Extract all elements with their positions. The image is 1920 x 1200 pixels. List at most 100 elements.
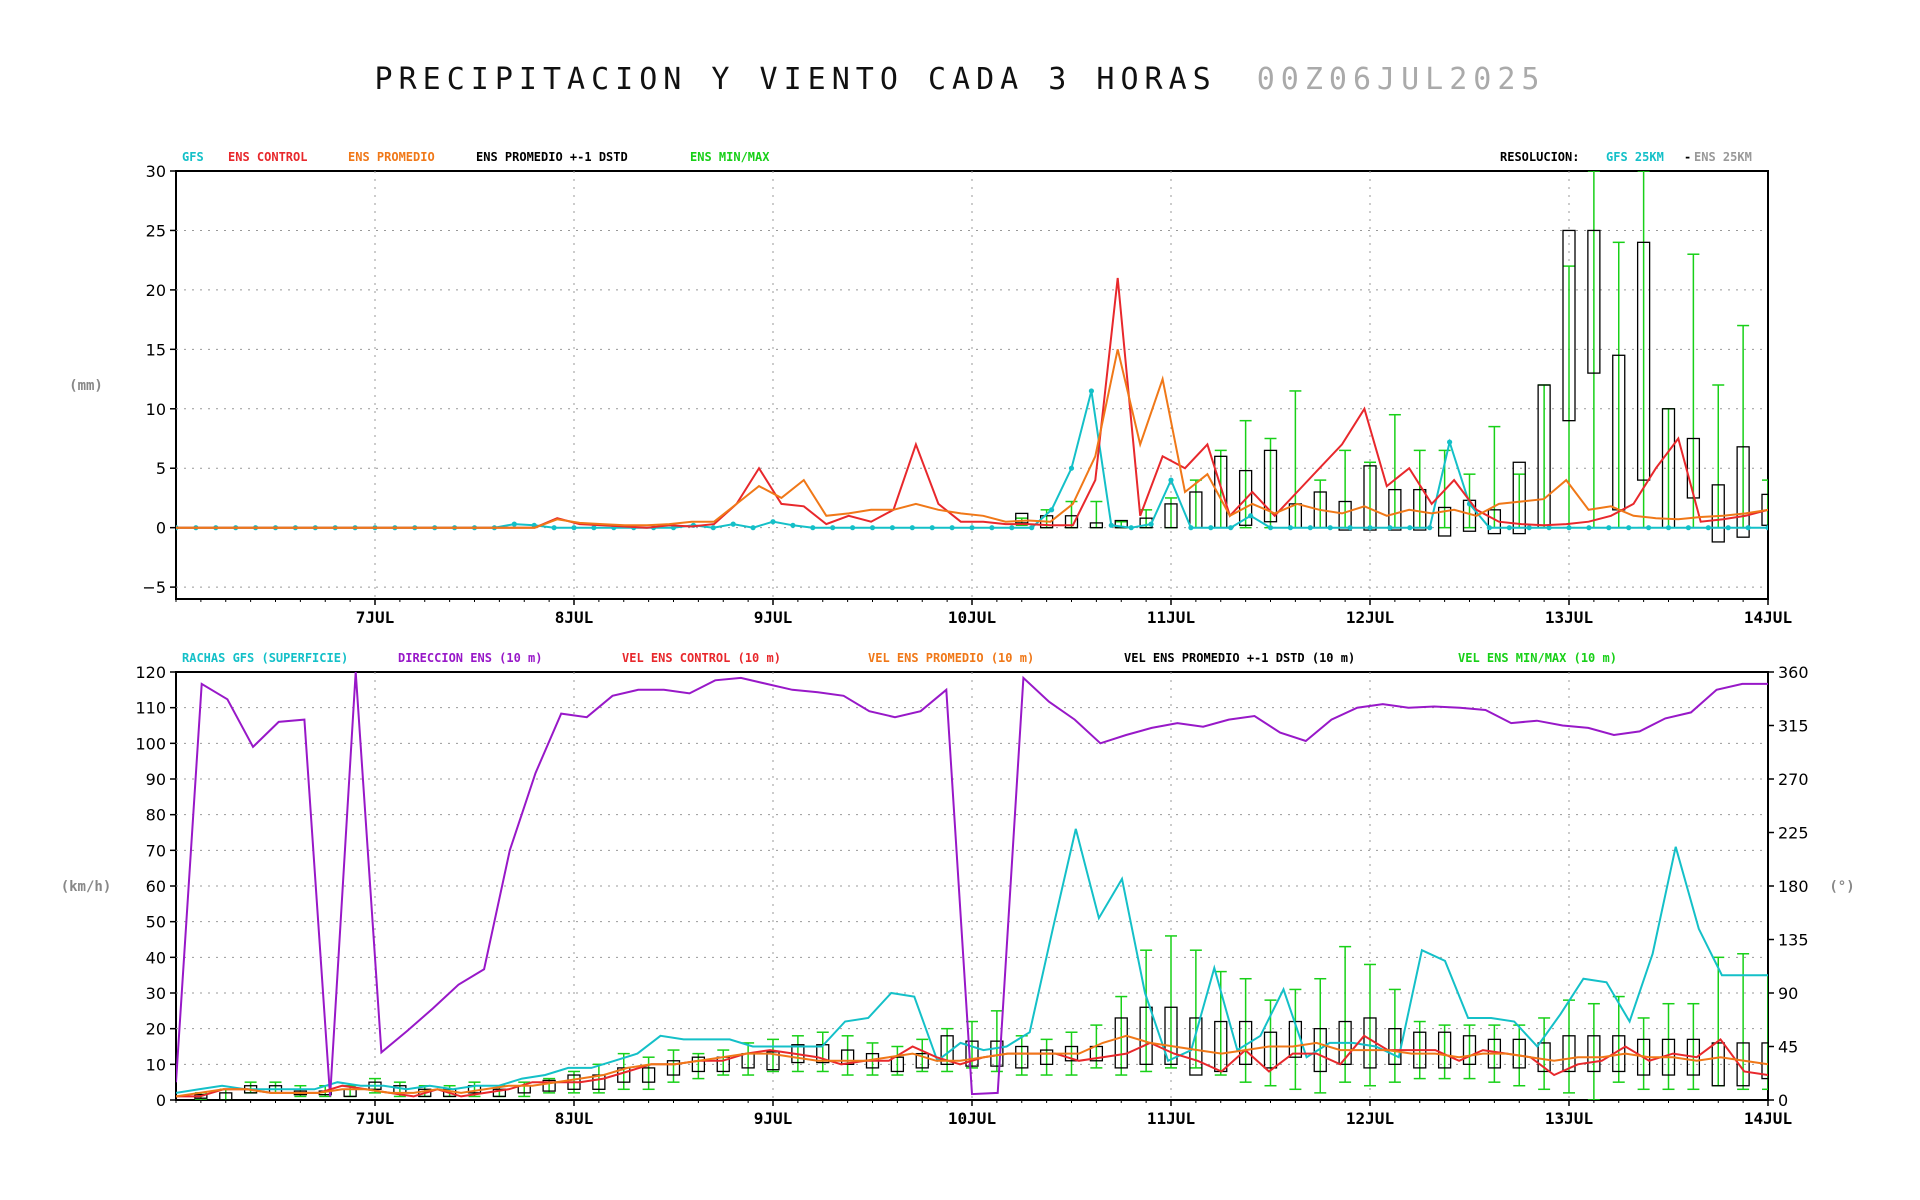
std-box — [1636, 241, 1651, 481]
gfs-point — [1367, 525, 1373, 531]
std-box — [1686, 1038, 1701, 1076]
gfs-point — [1665, 525, 1672, 531]
x-tick-label: 12JUL — [1346, 608, 1394, 627]
std-box — [1114, 519, 1128, 529]
std-box — [1437, 1031, 1452, 1069]
x-tick-label: 12JUL — [1346, 1109, 1394, 1128]
y-tick-label: 40 — [146, 948, 166, 967]
y2-tick-label: 270 — [1778, 770, 1809, 789]
y-tick-label: −5 — [142, 578, 166, 597]
gfs-point — [1705, 525, 1711, 531]
gfs-point — [1546, 525, 1552, 531]
std-box — [1437, 506, 1452, 537]
x-tick-label: 13JUL — [1545, 1109, 1593, 1128]
y-axis-unit: (mm) — [69, 378, 103, 394]
gfs-point — [770, 519, 776, 525]
std-box — [1388, 488, 1402, 531]
y-tick-label: 110 — [135, 699, 166, 718]
gfs-point — [1009, 525, 1015, 531]
std-box — [1313, 1028, 1327, 1073]
gfs-point — [889, 525, 896, 531]
std-box — [890, 1056, 905, 1073]
y-tick-label: 10 — [146, 400, 166, 419]
gfs-point — [1188, 525, 1194, 531]
y2-axis-unit: (°) — [1829, 879, 1854, 895]
gfs-point — [1646, 525, 1652, 531]
gfs-point — [1486, 525, 1492, 531]
std-box — [1862, 1061, 1874, 1090]
x-tick-label: 8JUL — [555, 608, 594, 627]
std-box — [1911, 475, 1920, 532]
gfs-point — [1287, 525, 1293, 531]
gfs-point — [750, 525, 756, 531]
gfs-point — [830, 525, 836, 531]
gfs-point — [1765, 525, 1768, 531]
std-box — [1736, 446, 1750, 538]
std-box — [641, 1067, 656, 1083]
gfs-point — [1088, 388, 1094, 394]
gfs-point — [1387, 525, 1393, 531]
std-box — [542, 1079, 556, 1092]
y-tick-label: 100 — [135, 734, 166, 753]
std-box — [1064, 515, 1079, 529]
gfs-point — [1427, 525, 1433, 531]
gfs-point — [1725, 525, 1731, 531]
gfs-point — [1068, 465, 1075, 471]
y-tick-label: 0 — [156, 519, 166, 538]
gfs-point — [790, 522, 796, 528]
y2-tick-label: 45 — [1778, 1038, 1798, 1057]
y-tick-label: 30 — [146, 162, 166, 181]
chart-title: PRECIPITACION Y VIENTO CADA 3 HORAS 00Z06… — [0, 62, 1920, 97]
gfs-point — [1128, 525, 1134, 531]
series-line-3 — [176, 1034, 1768, 1098]
gfs-point — [1447, 439, 1453, 445]
y-tick-label: 25 — [146, 221, 166, 240]
y-tick-label: 20 — [146, 281, 166, 300]
std-box — [965, 1040, 979, 1067]
x-tick-label: 11JUL — [1147, 608, 1195, 627]
panel-precip — [170, 170, 1920, 605]
y-tick-label: 70 — [146, 841, 166, 860]
gfs-point — [1327, 525, 1333, 531]
gfs-point — [989, 525, 995, 531]
std-box — [219, 1092, 233, 1100]
std-box — [1114, 1017, 1128, 1069]
series-line-1 — [176, 672, 1768, 1097]
legend-entry: DIRECCION ENS (10 m) — [398, 651, 543, 665]
gfs-point — [1586, 525, 1592, 531]
gfs-point — [1407, 525, 1413, 531]
std-box — [1139, 1006, 1153, 1065]
std-box — [940, 1035, 954, 1065]
std-box — [1238, 1020, 1253, 1065]
std-box — [1837, 480, 1849, 551]
gfs-point — [1148, 521, 1154, 527]
title-date: 00Z06JUL2025 — [1256, 62, 1546, 97]
title-main: PRECIPITACION Y VIENTO CADA 3 HORAS — [374, 62, 1217, 97]
std-box — [492, 1088, 507, 1098]
x-tick-label: 9JUL — [754, 608, 793, 627]
std-box — [1761, 1042, 1768, 1080]
y-axis-unit: (km/h) — [61, 879, 112, 895]
y-tick-label: 50 — [146, 913, 166, 932]
legend-entry: VEL ENS PROMEDIO +-1 DSTD (10 m) — [1124, 651, 1355, 665]
std-box — [1711, 484, 1725, 543]
gfs-point — [1049, 507, 1055, 513]
y-tick-label: 30 — [146, 984, 166, 1003]
y-tick-label: 20 — [146, 1020, 166, 1039]
gfs-point — [1566, 525, 1572, 531]
std-box — [1562, 229, 1576, 422]
panel-viento — [170, 671, 1874, 1106]
resolution-ens: ENS 25KM — [1694, 150, 1752, 164]
gfs-point — [551, 525, 557, 531]
y2-tick-label: 90 — [1778, 984, 1798, 1003]
std-box — [1562, 1035, 1576, 1073]
gfs-point — [1029, 525, 1035, 531]
gfs-point — [1248, 513, 1254, 519]
gfs-point — [1168, 477, 1174, 483]
gfs-point — [969, 525, 975, 531]
y2-tick-label: 315 — [1778, 717, 1809, 736]
data-layer — [176, 672, 1874, 1100]
resolution-label: RESOLUCION: — [1500, 150, 1579, 164]
gfs-point — [850, 525, 856, 531]
